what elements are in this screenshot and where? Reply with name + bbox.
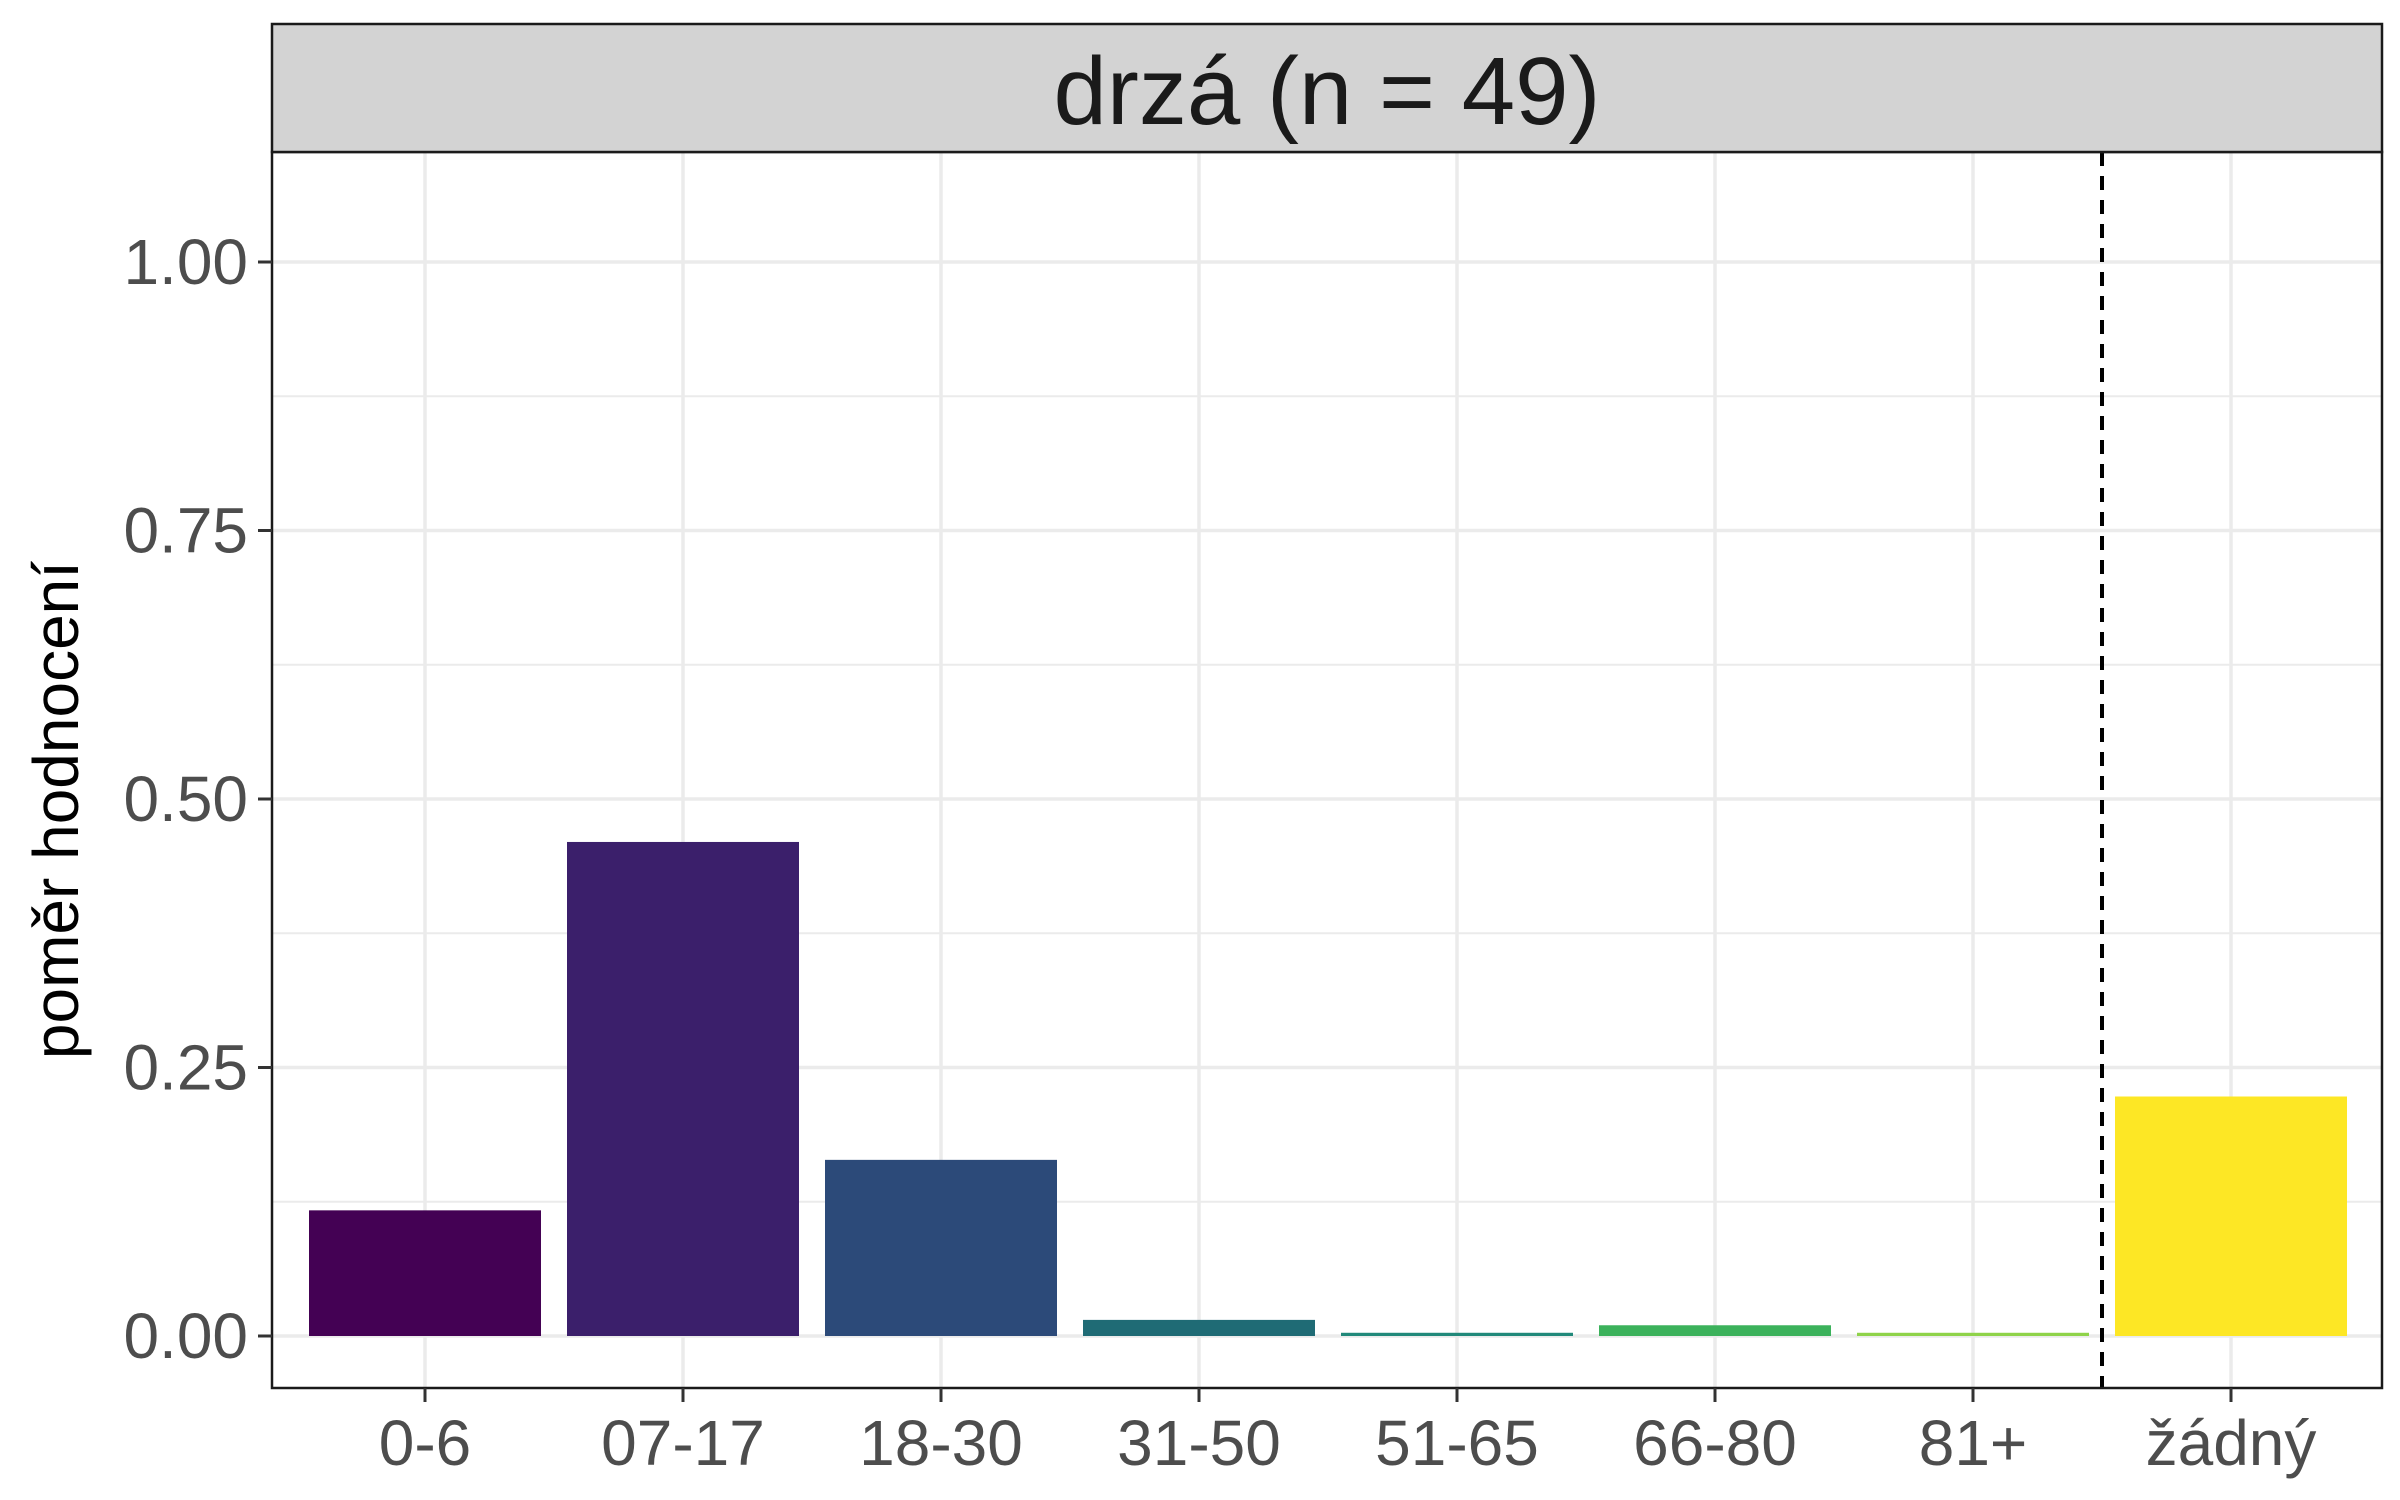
y-axis: 0.00 0.25 0.50 0.75 1.00 — [123, 226, 272, 1372]
y-tick-label: 1.00 — [123, 226, 248, 298]
x-tick-label: 81+ — [1919, 1407, 2028, 1479]
x-tick-label: 51-65 — [1375, 1407, 1539, 1479]
x-tick-label: 66-80 — [1633, 1407, 1797, 1479]
x-tick-label: 0-6 — [379, 1407, 472, 1479]
bars — [309, 841, 2347, 1336]
facet-strip-background — [270, 22, 2384, 154]
y-tick-label: 0.25 — [123, 1032, 248, 1104]
y-tick-label: 0.75 — [123, 495, 248, 567]
bar-51-65 — [1341, 1332, 1573, 1336]
bar-66-80 — [1599, 1325, 1831, 1336]
x-tick-label: 18-30 — [859, 1407, 1023, 1479]
bar-81+ — [1857, 1332, 2089, 1336]
facet-strip: drzá (n = 49) — [270, 22, 2384, 154]
x-axis: 0-6 07-17 18-30 31-50 51-65 66-80 81+ žádný — [379, 1388, 2317, 1479]
bar-0-6 — [309, 1210, 541, 1336]
x-tick-label: 07-17 — [601, 1407, 765, 1479]
bar-žádný — [2115, 1096, 2347, 1336]
bar-18-30 — [825, 1159, 1057, 1336]
bar-31-50 — [1083, 1319, 1315, 1336]
bar-07-17 — [567, 841, 799, 1336]
facet-title: drzá (n = 49) — [1054, 38, 1601, 145]
y-axis-title: poměr hodnocení — [20, 561, 92, 1059]
x-tick-label: žádný — [2146, 1407, 2317, 1479]
x-tick-label: 31-50 — [1117, 1407, 1281, 1479]
y-tick-label: 0.50 — [123, 763, 248, 835]
y-tick-label: 0.00 — [123, 1300, 248, 1372]
